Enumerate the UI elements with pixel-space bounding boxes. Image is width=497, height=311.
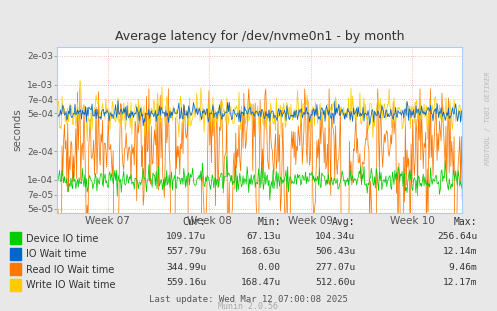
Text: 104.34u: 104.34u	[315, 231, 355, 240]
Text: Munin 2.0.56: Munin 2.0.56	[219, 302, 278, 311]
Text: Device IO time: Device IO time	[26, 234, 98, 244]
Text: 12.17m: 12.17m	[443, 278, 477, 287]
Text: 168.63u: 168.63u	[241, 247, 281, 256]
Text: IO Wait time: IO Wait time	[26, 249, 86, 259]
Y-axis label: seconds: seconds	[13, 109, 23, 151]
Text: 109.17u: 109.17u	[166, 231, 206, 240]
Text: Last update: Wed Mar 12 07:00:08 2025: Last update: Wed Mar 12 07:00:08 2025	[149, 295, 348, 304]
Text: 557.79u: 557.79u	[166, 247, 206, 256]
Text: 506.43u: 506.43u	[315, 247, 355, 256]
Text: 9.46m: 9.46m	[448, 262, 477, 272]
Text: 344.99u: 344.99u	[166, 262, 206, 272]
Text: Avg:: Avg:	[332, 217, 355, 227]
Text: 168.47u: 168.47u	[241, 278, 281, 287]
Text: 256.64u: 256.64u	[437, 231, 477, 240]
Text: RRDTOOL / TOBI OETIKER: RRDTOOL / TOBI OETIKER	[485, 72, 491, 165]
Text: 559.16u: 559.16u	[166, 278, 206, 287]
Text: Read IO Wait time: Read IO Wait time	[26, 265, 114, 275]
Text: 277.07u: 277.07u	[315, 262, 355, 272]
Text: 0.00: 0.00	[258, 262, 281, 272]
Text: Max:: Max:	[454, 217, 477, 227]
Text: Cur:: Cur:	[183, 217, 206, 227]
Text: 512.60u: 512.60u	[315, 278, 355, 287]
Text: Min:: Min:	[257, 217, 281, 227]
Title: Average latency for /dev/nvme0n1 - by month: Average latency for /dev/nvme0n1 - by mo…	[115, 30, 405, 43]
Text: 67.13u: 67.13u	[247, 231, 281, 240]
Text: 12.14m: 12.14m	[443, 247, 477, 256]
Text: Write IO Wait time: Write IO Wait time	[26, 280, 115, 290]
